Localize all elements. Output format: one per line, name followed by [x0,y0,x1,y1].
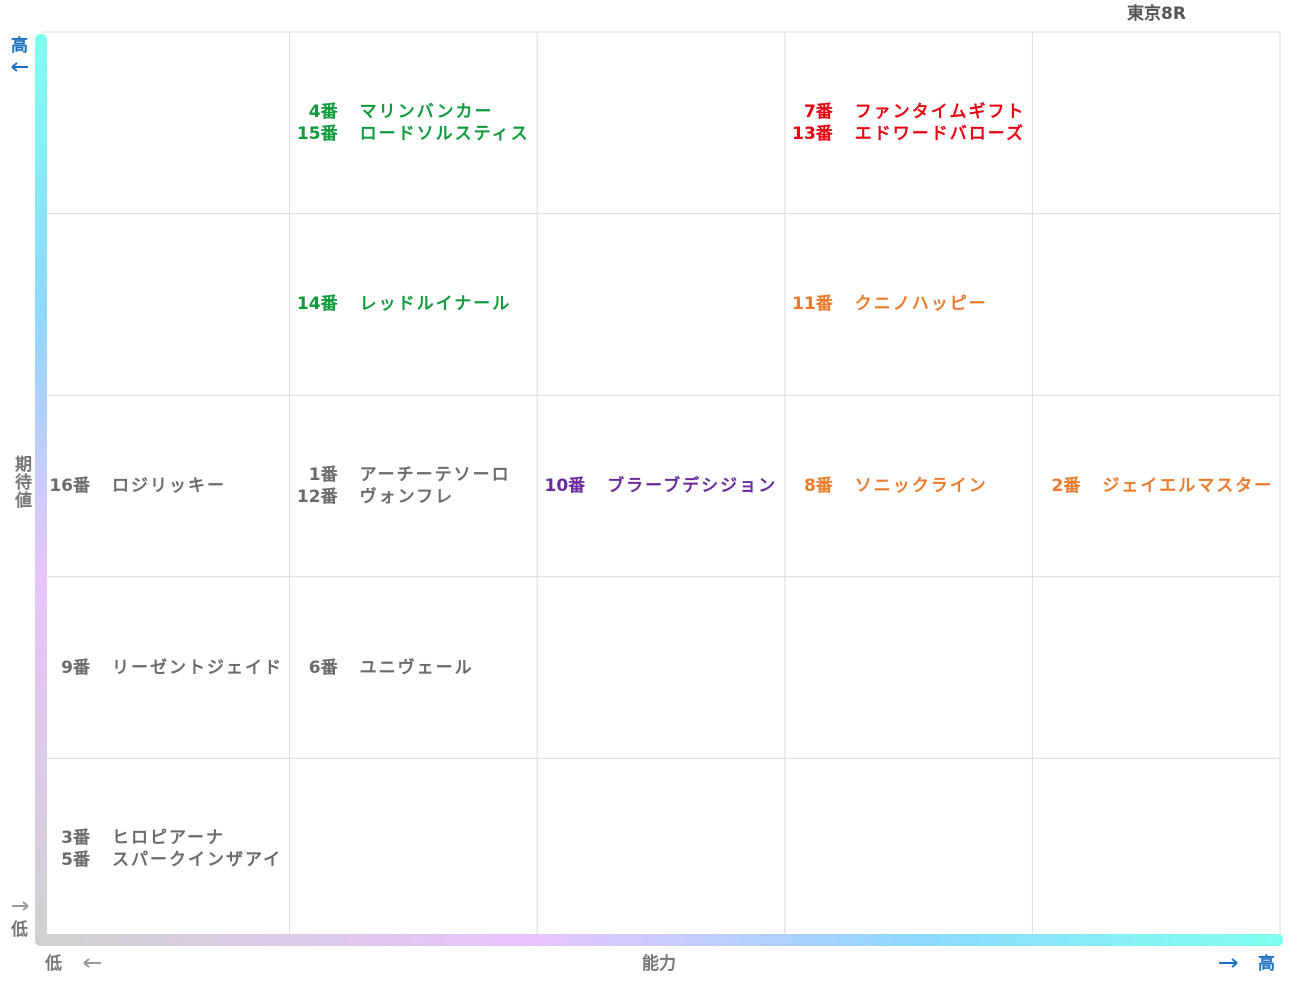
horse-number: 6番 [308,657,338,678]
y-low-arrow [12,901,29,911]
axis-arrows-low [12,901,101,968]
horse-number: 10番 [544,476,586,496]
axis-arrows [11,62,1238,968]
y-axis-bar [35,34,47,944]
horse-number: 9番 [61,657,90,678]
x-high-arrow [1219,958,1238,968]
horse-name: ユニヴェール [359,657,474,678]
y-axis-high: 高 [11,36,28,56]
horse-number: 4番 [308,101,338,122]
horse-number: 5番 [61,850,90,871]
x-axis-label: 能力 [642,954,676,974]
horse-number: 2番 [1051,476,1081,496]
x-axis-bar [35,934,1283,946]
horse-number: 11番 [792,294,833,315]
horse-number: 16番 [49,476,90,496]
horse-number: 14番 [296,294,338,315]
horse-number: 3番 [61,828,90,849]
horse-number: 1番 [308,465,338,485]
y-high-arrow [11,62,28,72]
horse-name: ロジリッキー [112,476,226,496]
horse-number: 15番 [296,123,338,144]
y-axis-label: 期待値 [11,455,31,509]
horse-number: 13番 [792,123,833,144]
horse-name: ブラーブデシジョン [607,476,778,496]
horse-number: 8番 [803,476,833,496]
horse-name: マリンバンカー [359,101,494,122]
grid-lines [42,31,1281,940]
horse-name: ロードソルスティス [359,123,530,144]
y-axis-low: 低 [11,920,28,940]
horse-name: リーゼントジェイド [112,657,283,678]
horse-number: 7番 [803,101,833,122]
horse-name: ファンタイムギフト [854,101,1026,122]
horse-name: スパークインザアイ [112,850,283,871]
horse-name: ヴォンフレ [359,487,455,507]
title: 東京8R [1127,4,1186,24]
horse-name: ヒロピアーナ [112,828,225,849]
horse-name: ジェイエルマスター [1102,476,1274,496]
x-low-arrow [83,958,101,968]
horse-name: レッドルイナール [359,294,512,315]
horse-name: アーチーテソーロ [359,465,511,485]
horse-name: エドワードバローズ [854,123,1025,144]
horse-number: 12番 [296,487,338,507]
x-axis-low: 低 [45,954,62,974]
horse-name: ソニックライン [854,476,988,496]
x-axis-high: 高 [1258,954,1275,974]
horse-name: クニノハッピー [854,294,988,315]
